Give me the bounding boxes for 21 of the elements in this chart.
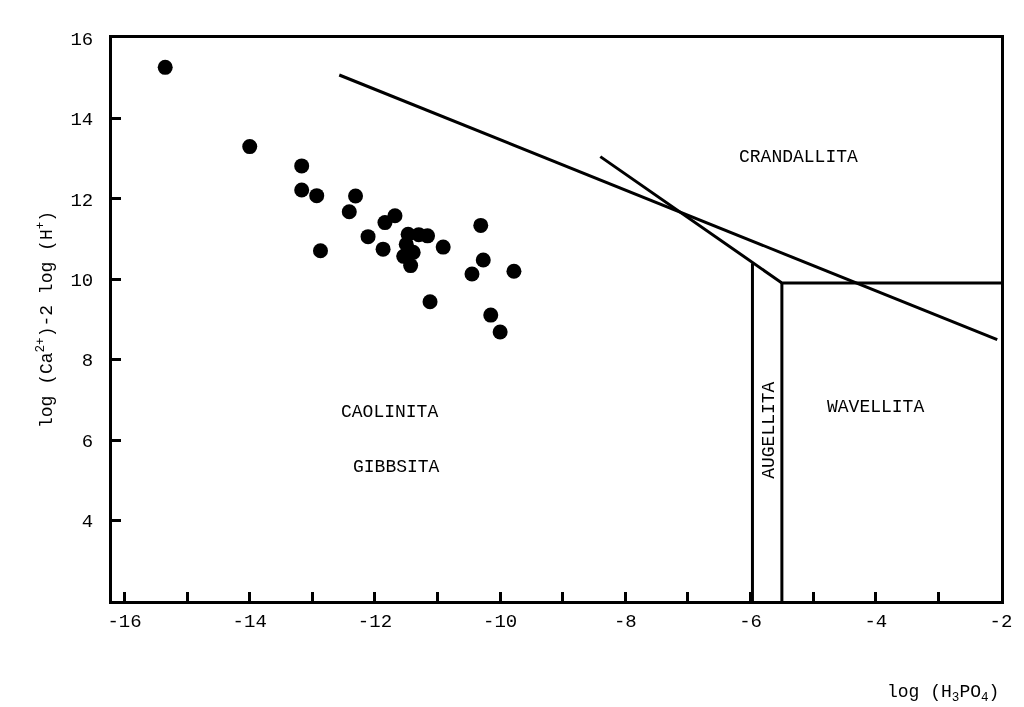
x-tick-label: -10 <box>483 610 518 633</box>
annotation: CAOLINITA <box>341 402 439 422</box>
x-tick-label: -16 <box>107 610 142 633</box>
annotation: WAVELLITA <box>827 397 925 417</box>
annotation: CRANDALLITA <box>739 147 859 167</box>
x-tick-label: -8 <box>613 610 637 633</box>
x-tick-label: -14 <box>232 610 267 633</box>
y-tick-label: 12 <box>70 189 94 212</box>
annotation: GIBBSITA <box>353 457 440 477</box>
x-tick-label: -2 <box>989 610 1013 633</box>
x-tick-label: -6 <box>739 610 762 633</box>
y-tick-label: 8 <box>81 350 94 373</box>
y-tick-label: 16 <box>70 28 94 51</box>
annotation: AUGELLITA <box>759 381 780 479</box>
y-tick-label: 14 <box>70 109 94 132</box>
x-tick-label: -12 <box>357 610 393 633</box>
y-tick-label: 10 <box>70 269 94 292</box>
y-tick-label: 4 <box>81 511 94 534</box>
x-axis-title: log (H$_{3}$PO$_{4}$) <box>887 682 1000 705</box>
x-tick-label: -4 <box>864 610 888 633</box>
y-tick-label: 6 <box>81 430 94 453</box>
